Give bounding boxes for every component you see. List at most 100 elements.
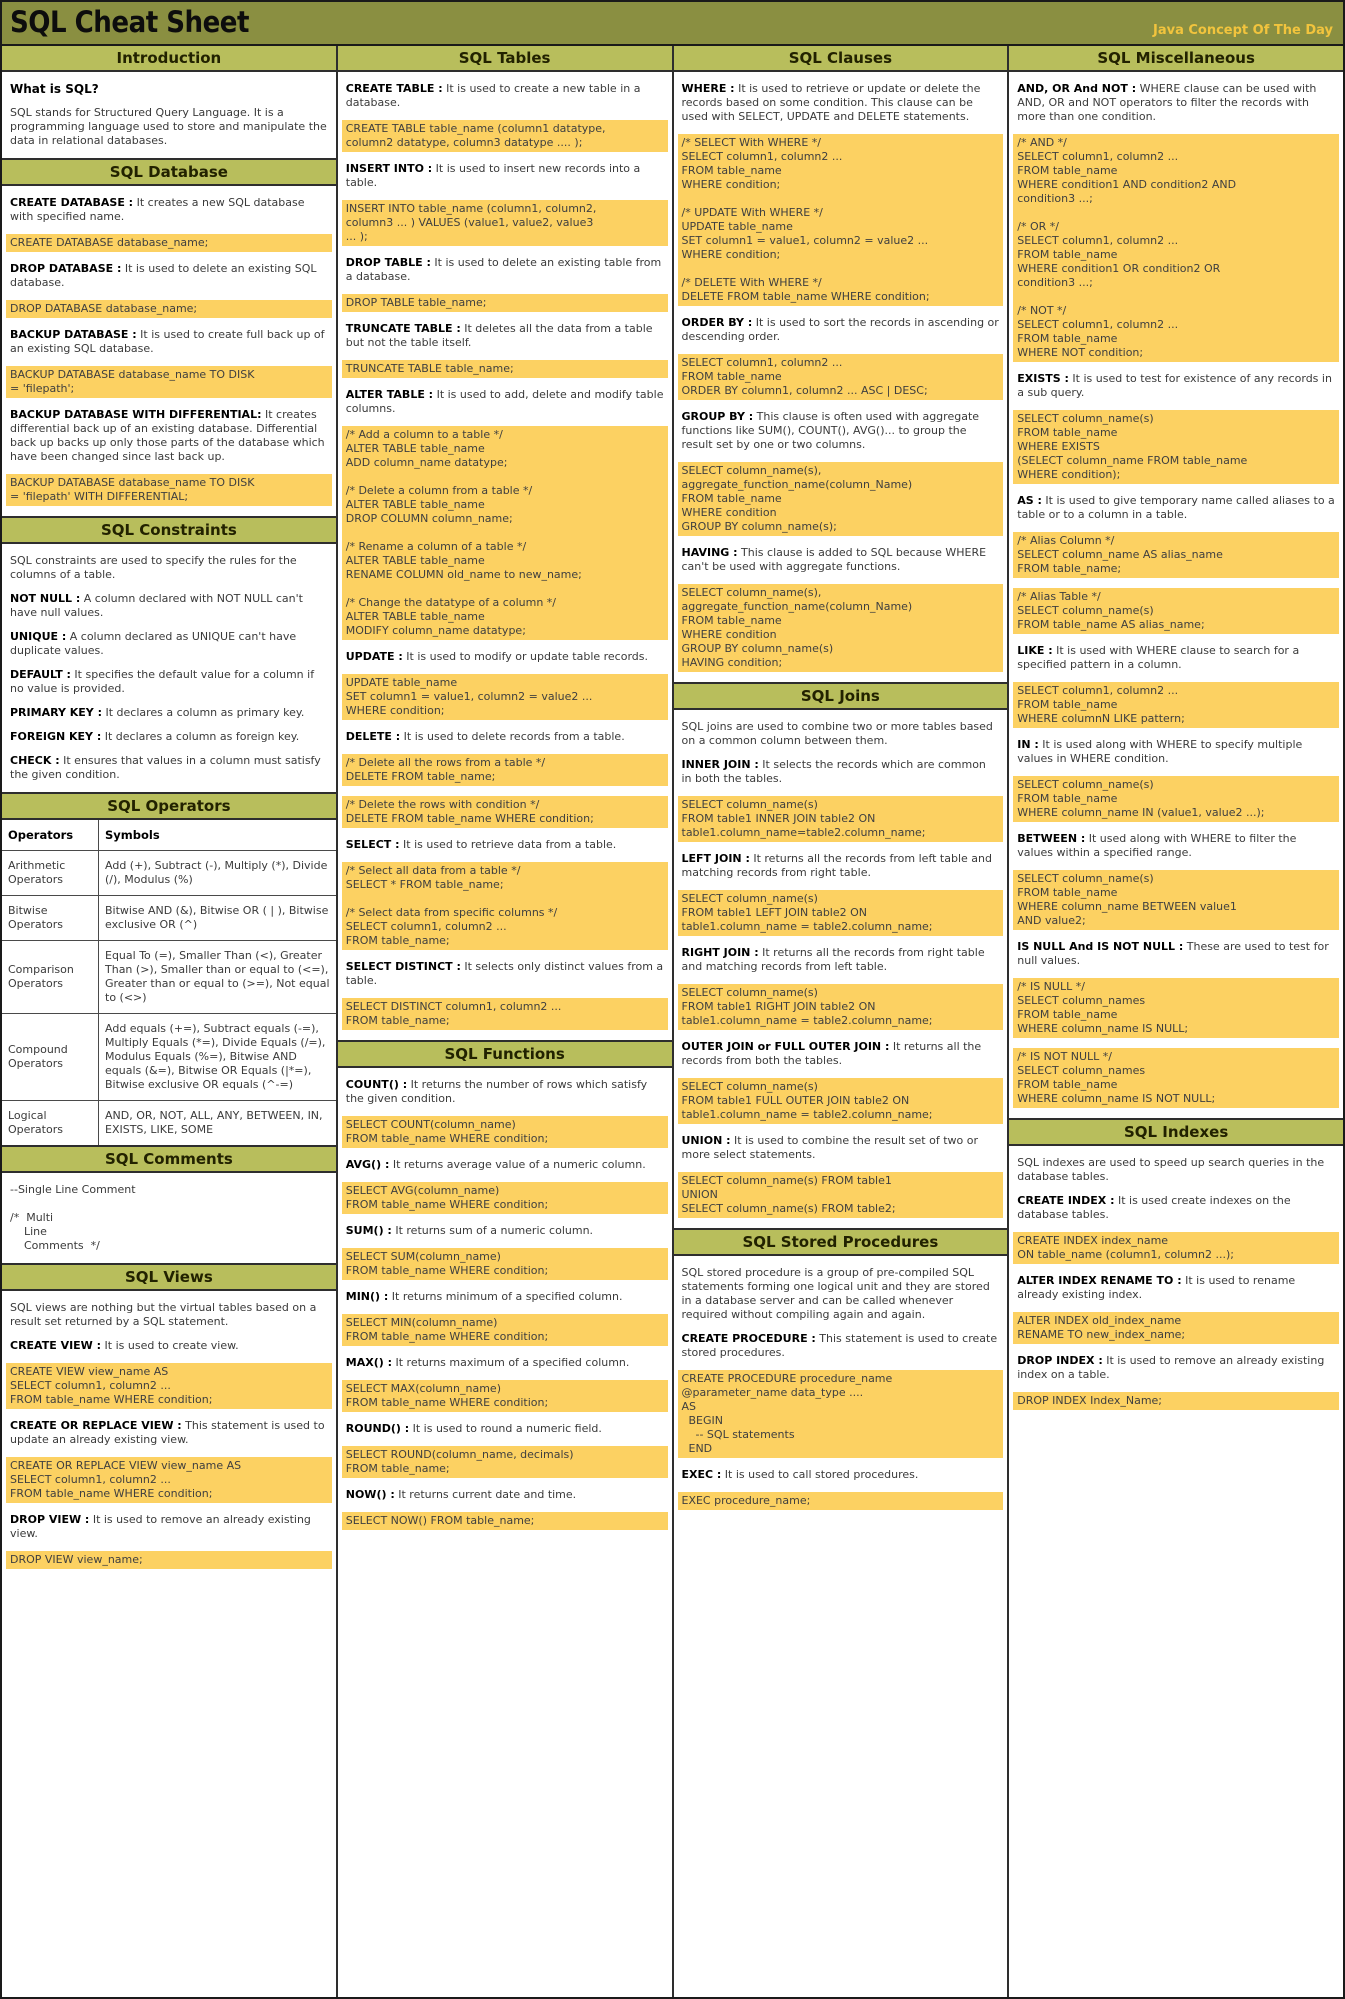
- definition-paragraph: MIN() : It returns minimum of a specifie…: [346, 1290, 664, 1304]
- keyword-term: WHERE :: [681, 82, 735, 95]
- column-2: SQL Tables CREATE TABLE : It is used to c…: [337, 46, 674, 1997]
- keyword-term: DELETE :: [345, 730, 401, 743]
- definition-paragraph: ROUND() : It is used to round a numeric …: [346, 1422, 664, 1436]
- keyword-definition: It deletes all the data from a table but…: [345, 322, 653, 349]
- code-block: ALTER INDEX old_index_name RENAME TO new…: [1013, 1312, 1339, 1344]
- code-block: CREATE INDEX index_name ON table_name (c…: [1013, 1232, 1339, 1264]
- code-block: DROP TABLE table_name;: [341, 294, 668, 312]
- keyword-definition: It creates differential back up of an ex…: [10, 408, 325, 463]
- keyword-term: AND, OR And NOT :: [1017, 82, 1137, 95]
- section-body-sql-tables: CREATE TABLE : It is used to create a ne…: [338, 82, 672, 1030]
- definition-paragraph: BETWEEN : It used along with WHERE to fi…: [1017, 832, 1335, 860]
- section-title-sql-indexes: SQL Indexes: [1009, 1118, 1343, 1146]
- keyword-definition: It is used to add, delete and modify tab…: [345, 388, 664, 415]
- code-block: /* Select all data from a table */ SELEC…: [341, 862, 668, 950]
- section-title-sql-views: SQL Views: [2, 1263, 336, 1291]
- code-block: BACKUP DATABASE database_name TO DISK = …: [6, 366, 332, 398]
- keyword-term: UPDATE :: [345, 650, 403, 663]
- keyword-term: EXEC :: [681, 1468, 722, 1481]
- table-cell: Logical Operators: [2, 1100, 99, 1145]
- code-block: TRUNCATE TABLE table_name;: [341, 360, 668, 378]
- keyword-term: FOREIGN KEY :: [10, 730, 102, 743]
- keyword-term: RIGHT JOIN :: [681, 946, 759, 959]
- section-title-sql-functions: SQL Functions: [337, 1040, 672, 1068]
- section-title-sql-operators: SQL Operators: [2, 792, 336, 820]
- keyword-term: CREATE OR REPLACE VIEW :: [10, 1419, 182, 1432]
- keyword-term: SUM() :: [345, 1224, 392, 1237]
- code-block: /* Delete all the rows from a table */ D…: [341, 754, 668, 786]
- keyword-term: DROP TABLE :: [345, 256, 431, 269]
- paragraph: SQL joins are used to combine two or mor…: [681, 720, 993, 747]
- definition-paragraph: EXISTS : It is used to test for existenc…: [1017, 372, 1335, 400]
- paragraph: SQL stored procedure is a group of pre-c…: [681, 1266, 990, 1321]
- column-4: SQL Miscellaneous AND, OR And NOT : WHERE…: [1009, 46, 1343, 1997]
- definition-paragraph: CREATE OR REPLACE VIEW : This statement …: [10, 1419, 328, 1447]
- table-row: Comparison Operators Equal To (=), Smalle…: [2, 940, 336, 1014]
- keyword-term: SELECT DISTINCT :: [345, 960, 461, 973]
- code-block: SELECT SUM(column_name) FROM table_name …: [341, 1248, 668, 1280]
- keyword-definition: It is used to create full back up of an …: [10, 328, 325, 355]
- definition-paragraph: CREATE TABLE : It is used to create a ne…: [346, 82, 664, 110]
- keyword-definition: It used along with WHERE to filter the v…: [1017, 832, 1297, 859]
- definition-paragraph: SELECT DISTINCT : It selects only distin…: [346, 960, 664, 988]
- code-block: UPDATE table_name SET column1 = value1, …: [341, 674, 668, 720]
- keyword-definition: It is used to combine the result set of …: [681, 1134, 978, 1161]
- section-title-sql-joins: SQL Joins: [673, 682, 1008, 710]
- keyword-definition: It returns minimum of a specified column…: [388, 1290, 623, 1303]
- code-block: DROP DATABASE database_name;: [6, 300, 332, 318]
- keyword-definition: It selects only distinct values from a t…: [345, 960, 664, 987]
- section-title-sql-clauses: SQL Clauses: [673, 46, 1008, 72]
- definition-paragraph: NOT NULL : A column declared with NOT NU…: [10, 592, 328, 620]
- code-block: /* Alias Column */ SELECT column_name AS…: [1013, 532, 1339, 578]
- code-block: /* Delete the rows with condition */ DEL…: [341, 796, 668, 828]
- code-block: DROP VIEW view_name;: [6, 1551, 332, 1569]
- columns: Introduction What is SQL? SQL stands for S…: [2, 46, 1343, 1997]
- definition-paragraph: NOW() : It returns current date and time…: [346, 1488, 664, 1502]
- keyword-definition: It is used to create view.: [101, 1339, 239, 1352]
- keyword-term: LEFT JOIN :: [681, 852, 750, 865]
- section-title-sql-constraints: SQL Constraints: [2, 516, 336, 544]
- keyword-definition: It is used to test for existence of any …: [1017, 372, 1332, 399]
- keyword-definition: It declares a column as foreign key.: [101, 730, 300, 743]
- table-cell: Bitwise AND (&), Bitwise OR ( | ), Bitwi…: [97, 895, 336, 941]
- definition-paragraph: SELECT : It is used to retrieve data fro…: [346, 838, 664, 852]
- keyword-term: UNIQUE :: [10, 630, 67, 643]
- definition-paragraph: RIGHT JOIN : It returns all the records …: [682, 946, 1000, 974]
- definition-paragraph: ALTER TABLE : It is used to add, delete …: [346, 388, 664, 416]
- definition-paragraph: INNER JOIN : It selects the records whic…: [682, 758, 1000, 786]
- definition-paragraph: CREATE VIEW : It is used to create view.: [10, 1339, 328, 1353]
- section-body-introduction: What is SQL? SQL stands for Structured Qu…: [2, 82, 336, 148]
- keyword-definition: It is used to remove an already existing…: [10, 1513, 311, 1540]
- keyword-term: AVG() :: [345, 1158, 390, 1171]
- definition-paragraph: AVG() : It returns average value of a nu…: [346, 1158, 664, 1172]
- keyword-term: INNER JOIN :: [681, 758, 759, 771]
- keyword-definition: These are used to test for null values.: [1017, 940, 1329, 967]
- code-block: SELECT COUNT(column_name) FROM table_nam…: [341, 1116, 668, 1148]
- keyword-term: DROP DATABASE :: [10, 262, 122, 275]
- definition-paragraph: INSERT INTO : It is used to insert new r…: [346, 162, 664, 190]
- code-block: SELECT column_name(s), aggregate_functio…: [677, 584, 1004, 672]
- keyword-term: CHECK :: [10, 754, 60, 767]
- keyword-term: GROUP BY :: [681, 410, 754, 423]
- code-block: SELECT column_name(s) FROM table1 UNION …: [677, 1172, 1004, 1218]
- paragraph: SQL indexes are used to speed up search …: [1017, 1156, 1325, 1183]
- code-block: SELECT MIN(column_name) FROM table_name …: [341, 1314, 668, 1346]
- section-body-sql-indexes: SQL indexes are used to speed up search …: [1009, 1156, 1343, 1410]
- code-block: SELECT column_name(s) FROM table1 RIGHT …: [677, 984, 1004, 1030]
- keyword-term: EXISTS :: [1017, 372, 1069, 385]
- keyword-term: SELECT :: [345, 838, 400, 851]
- definition-paragraph: BACKUP DATABASE WITH DIFFERENTIAL: It cr…: [10, 408, 328, 464]
- keyword-definition: It is used to give temporary name called…: [1017, 494, 1335, 521]
- keyword-definition: This statement is used to update an alre…: [10, 1419, 325, 1446]
- table-row: Bitwise Operators Bitwise AND (&), Bitwis…: [2, 895, 336, 941]
- keyword-definition: It is used with WHERE clause to search f…: [1017, 644, 1300, 671]
- keyword-definition: This clause is added to SQL because WHER…: [681, 546, 987, 573]
- code-block: DROP INDEX Index_Name;: [1013, 1392, 1339, 1410]
- code-block: SELECT MAX(column_name) FROM table_name …: [341, 1380, 668, 1412]
- keyword-definition: It declares a column as primary key.: [101, 706, 305, 719]
- keyword-term: UNION :: [681, 1134, 731, 1147]
- paragraph: SQL stands for Structured Query Language…: [10, 106, 327, 147]
- keyword-definition: It is used to modify or update table rec…: [402, 650, 648, 663]
- keyword-term: PRIMARY KEY :: [10, 706, 102, 719]
- table-cell: Arithmetic Operators: [2, 850, 99, 896]
